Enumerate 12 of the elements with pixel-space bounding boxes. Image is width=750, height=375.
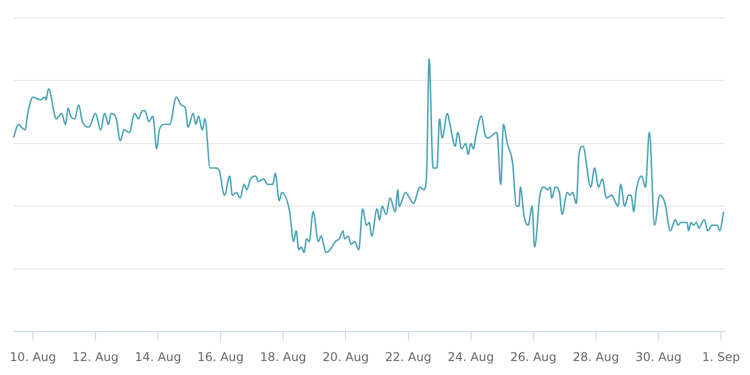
x-tick-label: 22. Aug bbox=[385, 350, 432, 364]
x-tick-label: 10. Aug bbox=[10, 350, 56, 364]
x-tick-label: 26. Aug bbox=[510, 350, 557, 364]
x-tick-label: 14. Aug bbox=[134, 350, 182, 364]
x-tick-label: 18. Aug bbox=[260, 350, 306, 364]
x-tick-label: 28. Aug bbox=[572, 350, 620, 364]
x-tick-label: 12. Aug bbox=[72, 350, 119, 364]
x-tick-label: 16. Aug bbox=[197, 350, 244, 364]
x-tick-label: 30. Aug bbox=[635, 350, 682, 364]
x-tick-label: 1. Sep bbox=[702, 350, 740, 364]
x-tick-label: 24. Aug bbox=[448, 350, 494, 364]
x-tick-label: 20. Aug bbox=[322, 350, 369, 364]
